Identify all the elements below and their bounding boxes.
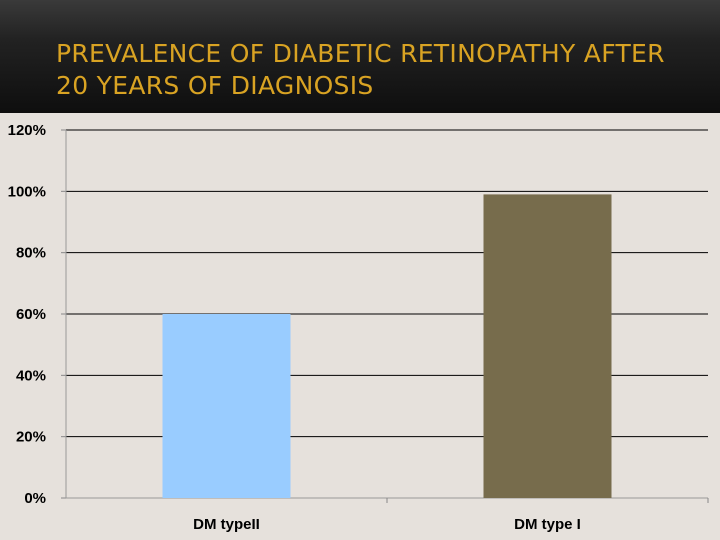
bar xyxy=(483,194,612,498)
y-tick-label: 60% xyxy=(16,306,46,323)
y-tick-label: 80% xyxy=(16,245,46,262)
title-banner: Prevalence of diabetic retinopathy after… xyxy=(0,0,720,113)
y-tick-label: 100% xyxy=(8,183,46,200)
axis-labels: 0% 20% 40% 60% 80% 100% 120% DM typeII DM type I xyxy=(8,122,581,533)
x-category-label: DM type I xyxy=(514,516,581,533)
bars xyxy=(162,194,612,498)
bar xyxy=(162,314,291,498)
x-category-label: DM typeII xyxy=(193,516,260,533)
gridlines xyxy=(66,129,708,438)
slide-title: Prevalence of diabetic retinopathy after… xyxy=(56,39,665,100)
y-tick-label: 120% xyxy=(8,122,46,139)
y-tick-label: 40% xyxy=(16,367,46,384)
y-tick-label: 0% xyxy=(24,490,46,507)
y-tick-label: 20% xyxy=(16,429,46,446)
bar-chart: 0% 20% 40% 60% 80% 100% 120% DM typeII DM type I xyxy=(8,122,709,533)
